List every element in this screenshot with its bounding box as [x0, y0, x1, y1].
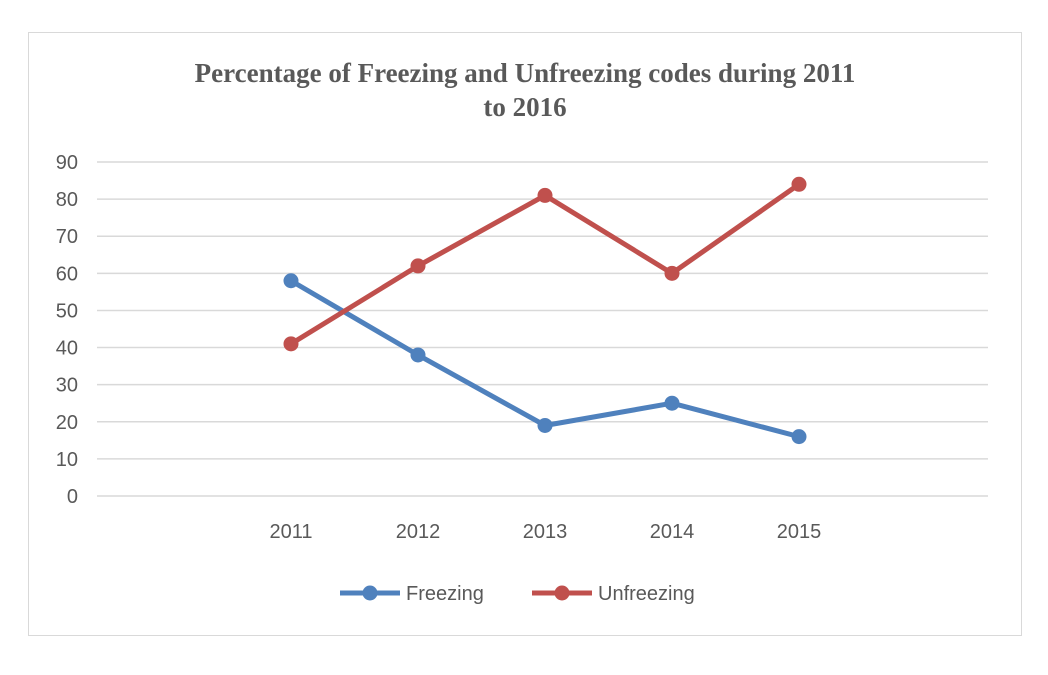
legend-label: Freezing [406, 583, 484, 605]
legend-marker [554, 585, 570, 601]
data-point-unfreezing [283, 336, 299, 352]
x-tick-label: 2012 [396, 521, 441, 543]
x-tick-label: 2014 [650, 521, 695, 543]
y-tick-label: 80 [56, 189, 78, 211]
x-tick-label: 2015 [777, 521, 822, 543]
y-tick-label: 10 [56, 449, 78, 471]
data-point-unfreezing [664, 265, 680, 281]
y-tick-label: 0 [67, 486, 78, 508]
chart-title-line-1: Percentage of Freezing and Unfreezing co… [194, 58, 856, 88]
data-point-unfreezing [791, 176, 807, 192]
chart-title: Percentage of Freezing and Unfreezing co… [100, 56, 950, 124]
y-tick-label: 40 [56, 338, 78, 360]
series-line-freezing [289, 278, 800, 440]
y-tick-label: 50 [56, 300, 78, 322]
legend-marker [362, 585, 378, 601]
legend-label: Unfreezing [598, 583, 695, 605]
y-tick-label: 60 [56, 263, 78, 285]
y-tick-label: 20 [56, 412, 78, 434]
x-tick-label: 2013 [523, 521, 568, 543]
y-tick-label: 90 [56, 152, 78, 174]
data-point-freezing [664, 395, 680, 411]
y-tick-label: 30 [56, 375, 78, 397]
chart-frame [28, 32, 1022, 636]
x-tick-label: 2011 [269, 521, 312, 543]
chart-title-line-2: to 2016 [483, 92, 567, 122]
y-tick-label: 70 [56, 226, 78, 248]
data-point-freezing [537, 417, 553, 433]
series-line-unfreezing [289, 182, 801, 346]
data-point-unfreezing [410, 258, 426, 274]
data-point-freezing [410, 347, 426, 363]
data-point-unfreezing [537, 187, 553, 203]
data-point-freezing [283, 273, 299, 289]
data-point-freezing [791, 429, 807, 445]
